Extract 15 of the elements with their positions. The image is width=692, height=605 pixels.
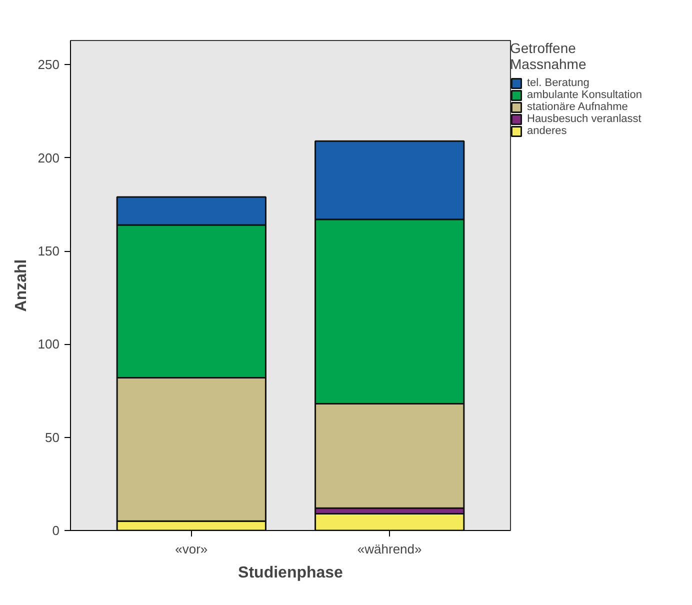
y-tick-label: 200	[38, 150, 60, 166]
y-tick-label: 0	[52, 523, 60, 538]
legend-label: tel. Beratung	[527, 77, 590, 89]
y-tick-label: 100	[38, 336, 60, 352]
legend-label: Hausbesuch veranlasst	[527, 113, 642, 125]
x-tick-label: «vor»	[175, 542, 208, 556]
y-tick-label: 250	[38, 57, 60, 72]
legend-label: anderes	[527, 125, 567, 137]
legend-label: stationäre Aufnahme	[527, 101, 628, 113]
y-tick-label: 150	[38, 244, 60, 259]
x-axis-title: Studienphase	[238, 564, 344, 582]
y-axis-title: Anzahl	[12, 259, 30, 312]
x-tick-label: «während»	[357, 542, 422, 556]
y-tick-label: 50	[45, 430, 60, 445]
legend-label: ambulante Konsultation	[527, 89, 642, 101]
